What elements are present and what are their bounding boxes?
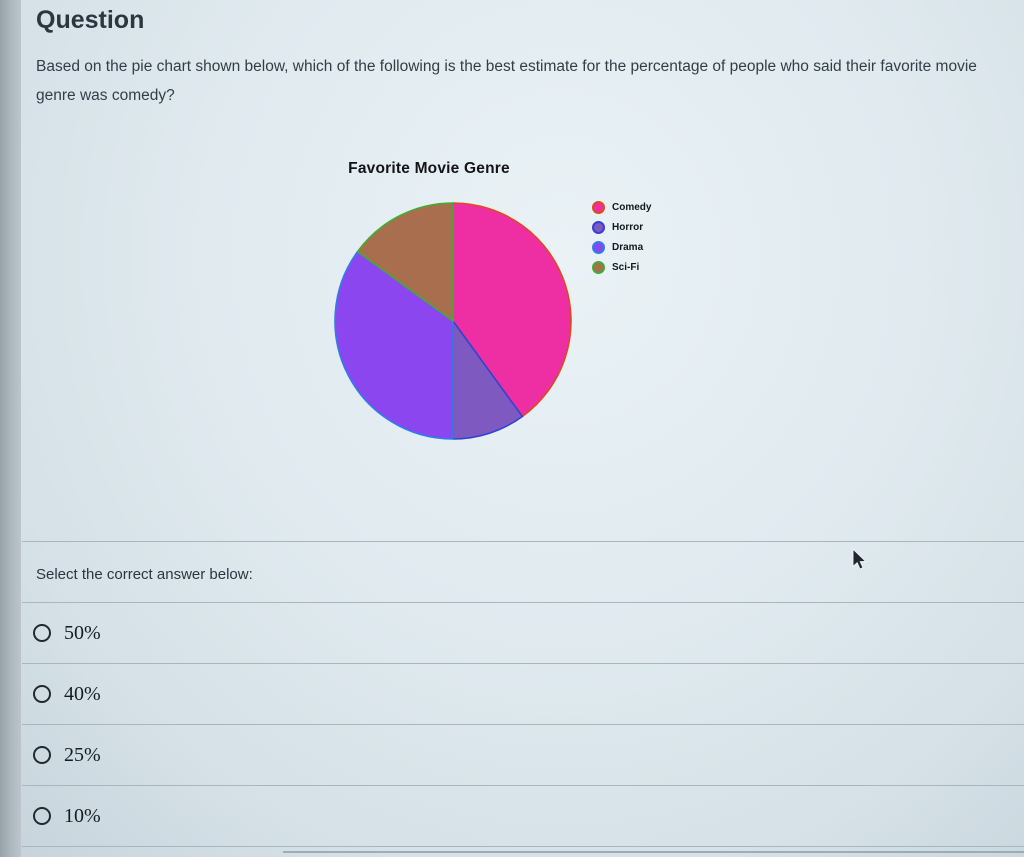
- question-text: Based on the pie chart shown below, whic…: [36, 58, 977, 104]
- answer-option-label: 40%: [64, 682, 101, 705]
- legend-swatch-icon: [592, 260, 605, 274]
- legend-swatch-icon: [592, 240, 605, 254]
- section-divider: [22, 541, 1024, 542]
- pie-chart: [334, 202, 572, 440]
- answer-option-25pct[interactable]: 25%: [22, 725, 1024, 786]
- chart-legend: Comedy Horror Drama Sci-Fi: [592, 197, 651, 277]
- drama-slice: [334, 250, 454, 440]
- answer-option-label: 10%: [64, 804, 101, 827]
- chart-title: Favorite Movie Genre: [348, 160, 510, 177]
- sci-fi-slice: [356, 202, 454, 322]
- legend-item-drama: Drama: [592, 237, 651, 257]
- legend-label: Drama: [612, 241, 644, 253]
- legend-item-sci-fi: Sci-Fi: [592, 257, 651, 277]
- legend-item-comedy: Comedy: [592, 197, 651, 217]
- answer-option-10pct[interactable]: 10%: [22, 786, 1024, 847]
- select-prompt: Select the correct answer below:: [36, 566, 253, 583]
- legend-label: Horror: [612, 221, 644, 233]
- legend-label: Comedy: [612, 201, 652, 213]
- answer-option-50pct[interactable]: 50%: [22, 603, 1024, 664]
- answer-options-list: 50% 40% 25% 10%: [22, 602, 1024, 847]
- answer-option-label: 25%: [64, 743, 101, 766]
- radio-button-icon[interactable]: [33, 807, 51, 825]
- mouse-cursor: [852, 549, 867, 570]
- horror-slice: [452, 320, 524, 440]
- comedy-slice: [452, 202, 572, 418]
- legend-swatch-icon: [592, 220, 605, 234]
- page-title: Question: [36, 6, 145, 34]
- answer-option-label: 50%: [64, 621, 101, 644]
- legend-label: Sci-Fi: [612, 261, 640, 273]
- answer-option-40pct[interactable]: 40%: [22, 664, 1024, 725]
- legend-swatch-icon: [592, 200, 605, 214]
- legend-item-horror: Horror: [592, 217, 651, 237]
- page-left-edge: [0, 0, 21, 857]
- radio-button-icon[interactable]: [33, 624, 51, 642]
- bottom-divider: [283, 851, 1024, 853]
- radio-button-icon[interactable]: [33, 685, 51, 703]
- radio-button-icon[interactable]: [33, 746, 51, 764]
